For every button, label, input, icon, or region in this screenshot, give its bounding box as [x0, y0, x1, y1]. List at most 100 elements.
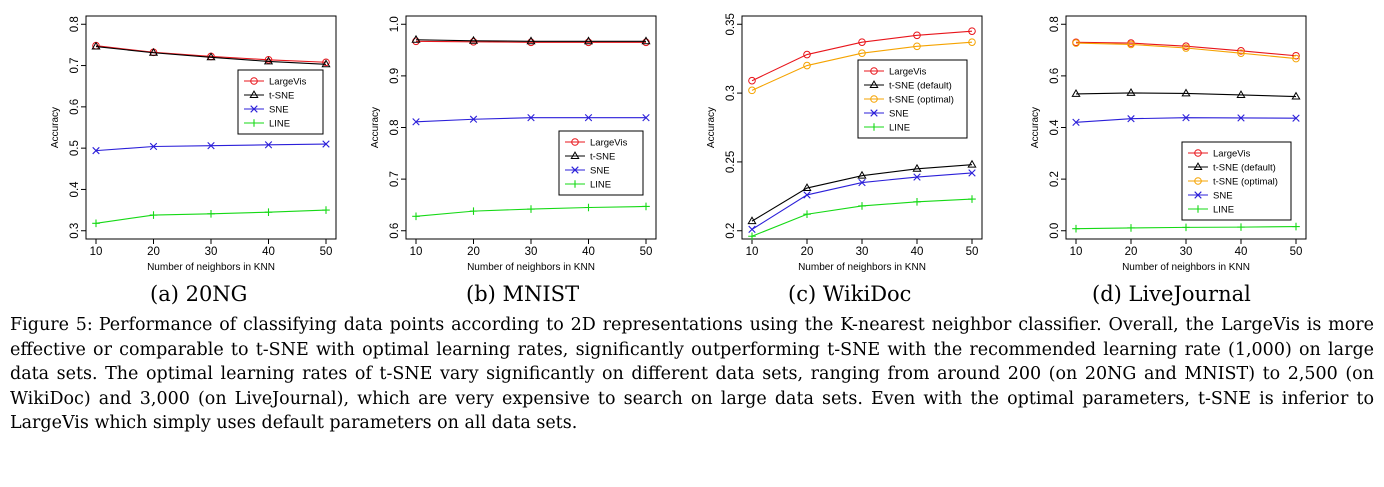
legend-marker-line [1194, 205, 1202, 213]
x-tick-label: 50 [320, 246, 333, 258]
data-point-line [264, 208, 273, 216]
data-point-line [968, 195, 976, 203]
data-point-sne [642, 114, 650, 122]
legend: LargeVis t-SNE SNE LINE [558, 130, 644, 196]
data-point-t-sne-default [1181, 88, 1191, 97]
x-axis: 10 20 30 40 50 [410, 239, 652, 258]
x-axis-label: Number of neighbors in KNN [1122, 262, 1250, 273]
series-line [748, 195, 976, 241]
legend-label-line: LINE [590, 180, 611, 191]
data-point-t-sne [91, 41, 101, 50]
series-largevis [748, 27, 976, 85]
data-point-t-sne-optimal [1072, 39, 1080, 47]
data-point-line [913, 198, 921, 206]
y-tick-label: 0.3 [69, 223, 81, 239]
legend-marker-sne [1194, 191, 1202, 199]
legend-marker-t-sne [570, 151, 580, 159]
data-point-sne [584, 114, 593, 122]
legend: LargeVis t-SNE SNE LINE [237, 69, 324, 135]
x-axis-label: Number of neighbors in KNN [467, 262, 595, 273]
legend-label-t-sne: t-SNE [590, 152, 615, 163]
x-tick-label: 10 [410, 246, 423, 258]
data-point-t-sne [583, 36, 594, 45]
legend-marker-t-sne-optimal [870, 95, 878, 103]
data-point-sne [858, 178, 866, 187]
data-point-largevis [968, 27, 976, 35]
data-point-sne [748, 225, 756, 234]
legend-marker-t-sne-optimal [1194, 177, 1202, 185]
y-tick-label: 0.5 [69, 140, 81, 156]
chart-panel-mnist: 10 20 30 40 50 Number of neighbors in KNN 0.6 0… [346, 0, 692, 310]
y-axis-label: Accuracy [706, 107, 717, 148]
legend-label-sne: SNE [269, 105, 289, 116]
legend-label-largevis: LargeVis [889, 67, 927, 78]
data-point-line [803, 210, 811, 219]
y-tick-label: 0.7 [69, 58, 81, 74]
legend-label-t-sne-optimal: t-SNE (optimal) [1213, 177, 1278, 188]
figure-caption: Figure 5: Performance of classifying data… [10, 313, 1374, 436]
y-tick-label: 0.0 [1049, 223, 1061, 239]
subcaption-mnist: (b) MNIST [466, 282, 580, 306]
y-tick-label: 0.25 [725, 151, 737, 173]
figure-label: Figure 5: [10, 315, 93, 335]
data-point-t-sne [468, 35, 479, 44]
y-axis: 0.6 0.7 0.8 0.9 1.0 [389, 16, 406, 239]
x-tick-label: 20 [801, 246, 814, 258]
series-t-sne-optimal [1072, 39, 1300, 63]
data-point-sne [149, 142, 158, 151]
data-point-sne [968, 169, 976, 177]
data-point-sne [412, 118, 420, 126]
data-point-t-sne-optimal [968, 38, 976, 46]
y-axis-label: Accuracy [50, 107, 61, 148]
y-tick-label: 0.9 [389, 68, 401, 84]
data-point-t-sne-optimal [1292, 54, 1300, 63]
legend-label-sne: SNE [889, 109, 909, 120]
y-axis: 0.2 0.25 0.3 0.35 [725, 13, 742, 239]
legend-label-line: LINE [269, 119, 290, 130]
y-tick-label: 1.0 [389, 16, 401, 32]
legend-label-t-sne-default: t-SNE (default) [889, 81, 952, 92]
series-line-t-sne-optimal [751, 41, 973, 91]
data-point-t-sne-optimal [1127, 40, 1135, 49]
legend-label-largevis: LargeVis [1213, 149, 1251, 160]
x-axis: 10 20 30 40 50 [1070, 239, 1302, 258]
data-point-largevis [913, 31, 921, 40]
legend-label-largevis: LargeVis [269, 77, 307, 88]
chart-panel-wikidoc: 10 20 30 40 50 Number of neighbors in KNN 0.2 0… [692, 0, 1038, 310]
data-point-t-sne-optimal [748, 86, 756, 95]
data-point-largevis [322, 58, 330, 67]
data-point-largevis [858, 38, 866, 46]
series-line-t-sne [415, 39, 646, 42]
subcaption-wikidoc: (c) WikiDoc [788, 282, 912, 306]
x-tick-label: 30 [525, 246, 538, 258]
x-tick-label: 40 [582, 246, 595, 258]
y-axis: 0.3 0.4 0.5 0.6 0.7 0.8 [69, 16, 86, 239]
data-point-t-sne-default [1291, 91, 1301, 100]
data-point-line [642, 202, 650, 211]
data-point-t-sne [641, 36, 651, 45]
data-point-line [527, 205, 535, 213]
data-point-sne [1127, 115, 1135, 123]
series-line-largevis [1075, 41, 1297, 57]
x-tick-label: 30 [205, 246, 218, 258]
data-point-sne [1072, 118, 1080, 127]
data-point-sne [1292, 114, 1300, 122]
legend-marker-largevis [571, 138, 579, 146]
legend: LargeVis t-SNE (default) t-SNE (optimal) SN… [1181, 141, 1292, 221]
y-axis-label: Accuracy [1030, 107, 1041, 148]
data-point-sne [803, 191, 811, 199]
data-point-line [412, 212, 420, 221]
y-tick-label: 0.8 [389, 120, 401, 136]
x-axis: 10 20 30 40 50 [90, 239, 333, 258]
series-sne [748, 169, 976, 234]
data-point-line [584, 203, 593, 212]
data-point-sne [207, 141, 215, 150]
y-tick-label: 0.4 [1049, 119, 1061, 136]
series-t-sne [91, 41, 331, 68]
y-axis-label: Accuracy [370, 107, 381, 148]
data-point-line [149, 211, 158, 219]
legend-marker-line [250, 119, 258, 127]
